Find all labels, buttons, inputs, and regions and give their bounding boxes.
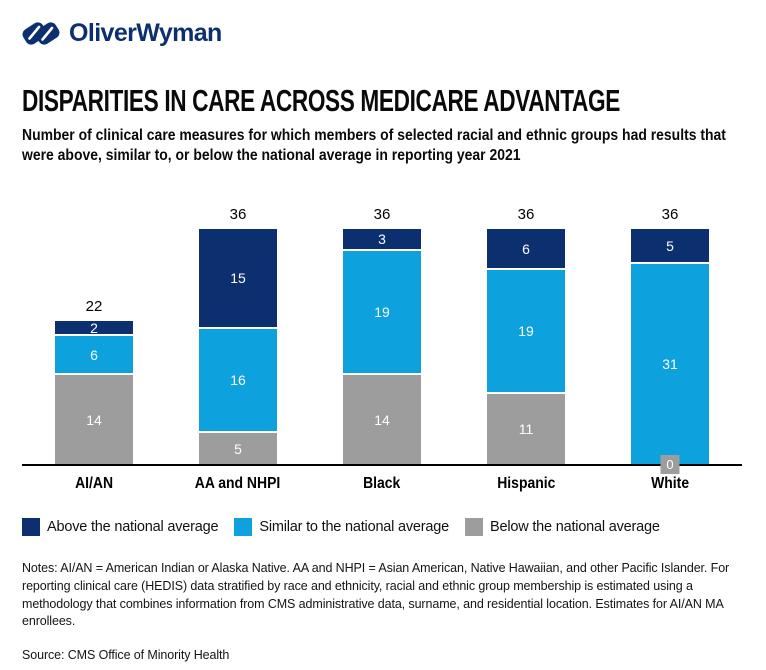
bar-segment-value: 2: [90, 319, 98, 336]
x-axis-label-text: AA and NHPI: [195, 475, 281, 492]
logo-text: OliverWyman: [69, 18, 222, 47]
bar-segment: 31: [631, 262, 709, 464]
oliver-wyman-logo-icon: [22, 22, 60, 45]
bar-segment: 16: [199, 327, 277, 431]
bar-group-hispanic: 36 6 19 11: [454, 206, 598, 464]
bar-segment-value: 19: [518, 323, 534, 339]
page-subtitle: Number of clinical care measures for whi…: [22, 127, 726, 165]
bar-segment: 6: [55, 334, 133, 373]
bar-stack: 5 31 0: [631, 229, 709, 474]
bar-total-label: 36: [229, 206, 247, 223]
bar-segment-value: 6: [90, 346, 98, 363]
bar-segment: 5: [631, 229, 709, 262]
legend-item: Similar to the national average: [234, 518, 449, 536]
bar-segment-value: 16: [230, 372, 246, 388]
legend-swatch: [465, 518, 484, 536]
bar-stack: 15 16 5: [199, 229, 277, 464]
legend-label: Below the national average: [490, 519, 660, 535]
bar-segment-value: 6: [522, 240, 530, 257]
bar-group-white: 36 5 31 0: [598, 206, 742, 474]
legend-label: Similar to the national average: [259, 519, 450, 535]
legend: Above the national average Similar to the…: [22, 518, 742, 536]
bar-segment-value: 14: [374, 411, 390, 428]
bar-segment: 3: [343, 229, 421, 249]
x-axis-label: AA and NHPI: [166, 475, 310, 493]
bar-stack: 6 19 11: [487, 229, 565, 464]
page-title: DISPARITIES IN CARE ACROSS MEDICARE ADVA…: [22, 83, 620, 118]
bar-total-label: 22: [85, 298, 103, 315]
bar-total-label: 36: [373, 206, 391, 223]
bar-total-label: 36: [661, 206, 679, 223]
logo: OliverWyman: [22, 16, 742, 50]
bar-segment-value: 15: [230, 270, 246, 286]
bar-group-aa-and-nhpi: 36 15 16 5: [166, 206, 310, 464]
source-text: Source: CMS Office of Minority Health: [22, 648, 230, 662]
subtitle-row: Number of clinical care measures for whi…: [22, 126, 742, 168]
legend-swatch: [22, 518, 40, 536]
zero-value-badge: 0: [660, 455, 680, 474]
bar-segment-value: 14: [86, 411, 102, 428]
bar-segment-value: 3: [378, 231, 386, 247]
bar-segment: 5: [199, 431, 277, 464]
x-axis-label-text: Hispanic: [496, 475, 556, 492]
chart-bars: 22 2 6 14 36 15 16 5 36 3 19 14 36 6 19 11 36 5 31 0: [22, 204, 742, 474]
bar-stack: 3 19 14: [343, 229, 421, 464]
bar-segment-value: 11: [518, 421, 534, 437]
bar-segment: 15: [199, 229, 277, 327]
x-axis-label-text: Black: [363, 475, 401, 492]
bar-segment: 14: [343, 373, 421, 464]
bar-group-ai-an: 22 2 6 14: [22, 298, 166, 464]
x-axis-label-text: White: [651, 475, 689, 492]
bar-segment-value: 5: [234, 440, 242, 457]
bar-segment: 19: [343, 249, 421, 373]
legend-swatch: [234, 518, 253, 536]
title-row: DISPARITIES IN CARE ACROSS MEDICARE ADVA…: [22, 82, 742, 118]
bar-segment: 11: [487, 392, 565, 464]
legend-item: Above the national average: [22, 518, 219, 536]
notes-text: Notes: AI/AN = American Indian or Alaska…: [22, 561, 730, 629]
bar-segment-value: 31: [662, 356, 678, 372]
legend-item: Below the national average: [465, 518, 660, 536]
x-axis-line: [22, 464, 742, 466]
bar-group-black: 36 3 19 14: [310, 206, 454, 464]
footer: Notes: AI/AN = American Indian or Alaska…: [22, 560, 742, 662]
x-axis-label: Hispanic: [454, 475, 598, 493]
x-axis-label-text: AI/AN: [75, 475, 113, 492]
x-axis-label: White: [598, 475, 742, 493]
bar-total-label: 36: [517, 206, 535, 223]
x-axis-labels: AI/AN AA and NHPI Black Hispanic White: [22, 475, 742, 493]
bar-segment: 14: [55, 373, 133, 464]
x-axis-label: AI/AN: [22, 475, 166, 493]
bar-segment: 19: [487, 268, 565, 392]
legend-label: Above the national average: [47, 519, 219, 535]
stacked-bar-chart: 22 2 6 14 36 15 16 5 36 3 19 14 36 6 19 11 36 5 31 0 AI/AN A…: [22, 204, 742, 493]
bar-segment-value: 5: [666, 237, 674, 254]
x-axis-label: Black: [310, 475, 454, 493]
bar-segment: 6: [487, 229, 565, 268]
bar-segment-value: 19: [374, 304, 390, 320]
bar-stack: 2 6 14: [55, 321, 133, 464]
bar-segment: 2: [55, 319, 133, 336]
